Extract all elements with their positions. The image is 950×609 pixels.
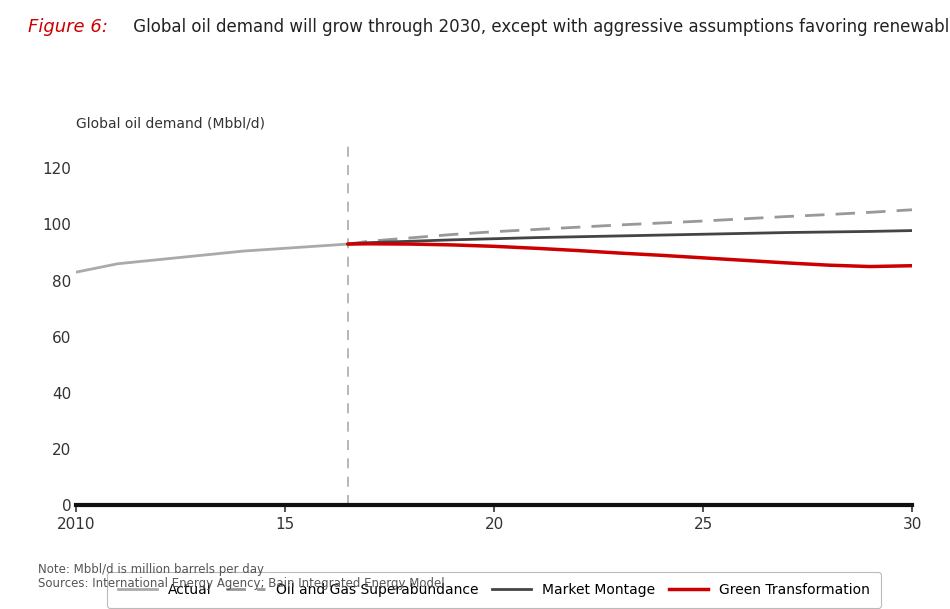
Text: Global oil demand (Mbbl/d): Global oil demand (Mbbl/d): [76, 117, 265, 131]
Text: Global oil demand will grow through 2030, except with aggressive assumptions fav: Global oil demand will grow through 2030…: [128, 18, 950, 37]
Text: Figure 6:: Figure 6:: [28, 18, 108, 37]
Legend: Actual, Oil and Gas Superabundance, Market Montage, Green Transformation: Actual, Oil and Gas Superabundance, Mark…: [107, 572, 881, 608]
Text: Note: Mbbl/d is million barrels per day: Note: Mbbl/d is million barrels per day: [38, 563, 264, 576]
Text: Sources: International Energy Agency; Bain Integrated Energy Model: Sources: International Energy Agency; Ba…: [38, 577, 445, 590]
